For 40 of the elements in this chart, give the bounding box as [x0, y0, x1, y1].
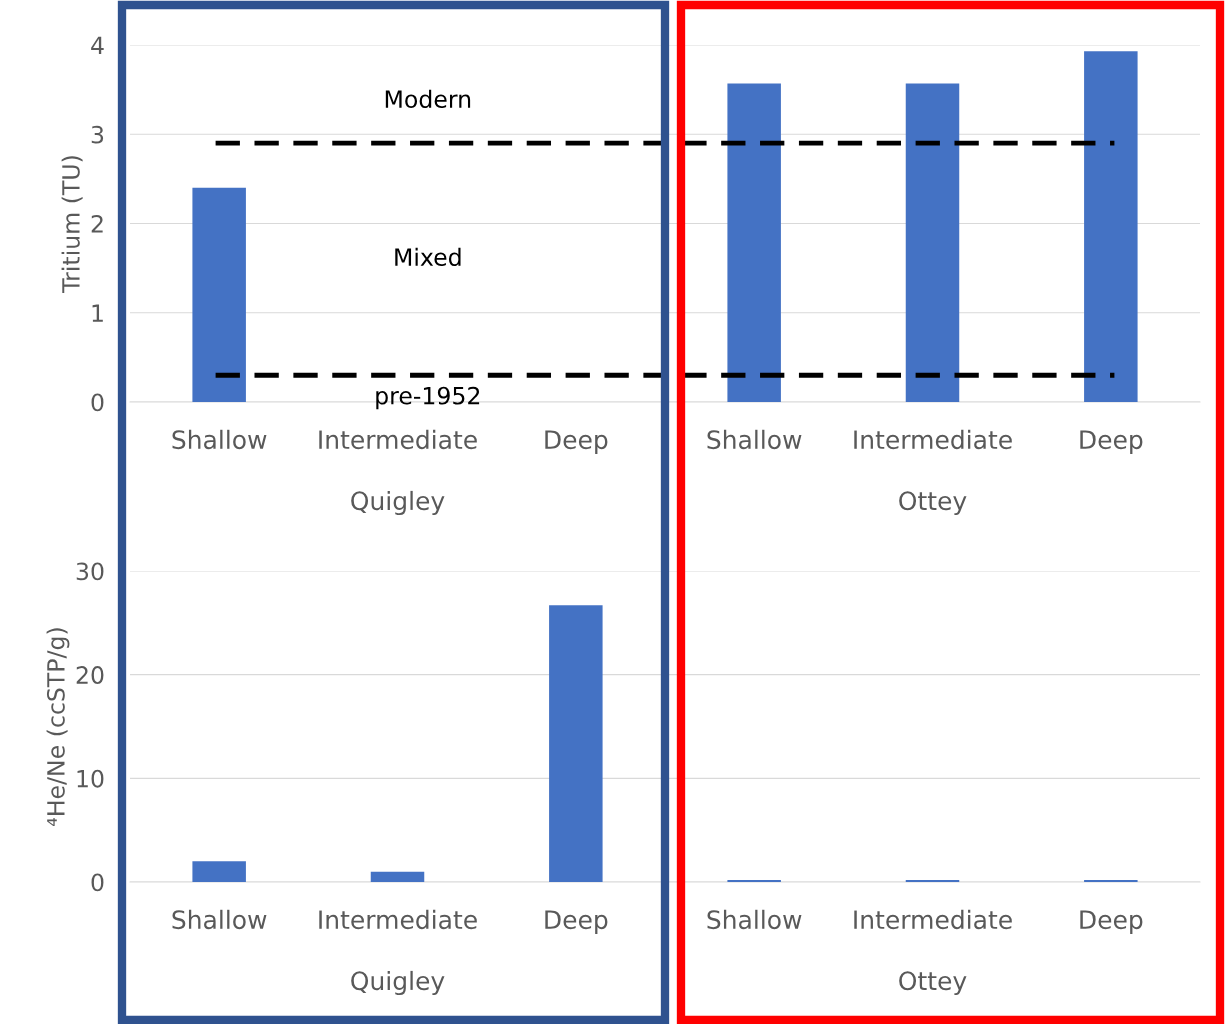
x-tick-label: Intermediate [319, 909, 477, 930]
bar [1084, 879, 1138, 882]
x-tick-label: Intermediate [319, 429, 477, 450]
y-tick-label: 3 [91, 125, 104, 144]
y-axis-title: ⁴He/Ne (ccSTP/g) [46, 628, 70, 826]
y-tick-label: 0 [91, 873, 104, 892]
y-tick-label: 20 [76, 666, 104, 684]
x-tick-label: Shallow [707, 909, 802, 930]
y-tick-label: 2 [91, 214, 103, 233]
y-tick-label: 10 [77, 769, 104, 788]
x-tick-label: Deep [1080, 910, 1143, 934]
bar [192, 861, 246, 882]
y-tick-label: 4 [91, 36, 104, 54]
text: Quigley [351, 490, 445, 516]
bar [192, 187, 246, 402]
bar [727, 83, 781, 402]
bar [727, 879, 781, 882]
ref-line-label: Modern [385, 89, 471, 109]
bar [549, 605, 603, 882]
x-tick-label: Intermediate [854, 909, 1012, 930]
y-tick-label: 30 [76, 562, 104, 581]
bar [905, 83, 960, 402]
x-tick-label: Shallow [172, 429, 267, 450]
x-tick-label: Intermediate [854, 429, 1012, 450]
bar [370, 871, 425, 882]
x-tick-label: Deep [545, 910, 608, 934]
y-tick-label: 1 [92, 304, 103, 322]
bar [1084, 51, 1138, 402]
text: Quigley [351, 970, 445, 996]
text: Ottey [899, 491, 967, 516]
ref-line-label: pre-1952 [376, 386, 480, 410]
x-tick-label: Shallow [707, 429, 802, 450]
y-tick-label: 0 [91, 393, 104, 412]
text: Ottey [899, 971, 967, 996]
x-tick-label: Deep [545, 430, 608, 454]
annotation: Mixed [395, 247, 461, 267]
x-tick-label: Deep [1080, 430, 1143, 454]
x-tick-label: Shallow [172, 909, 267, 930]
y-axis-title: Tritium (TU) [61, 156, 83, 293]
bar [905, 879, 960, 882]
